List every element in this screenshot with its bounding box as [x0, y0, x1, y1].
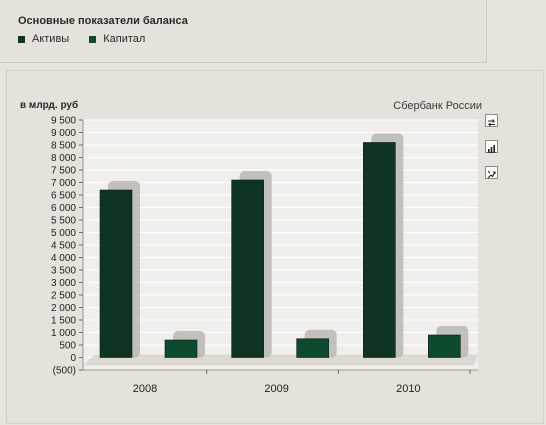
company-label: Сбербанк России	[393, 100, 482, 112]
legend: Активы Капитал	[18, 33, 165, 45]
legend-label-capital: Капитал	[103, 33, 146, 45]
legend-label-assets: Активы	[32, 33, 70, 45]
bar	[99, 189, 133, 358]
y-tick-label: 2 000	[51, 303, 76, 314]
y-tick-label: 0	[70, 353, 76, 364]
y-tick-label: 1 000	[51, 328, 76, 339]
x-tick-label: 2010	[396, 383, 420, 395]
fit-chart-button[interactable]	[485, 166, 498, 179]
y-tick-label: 3 000	[51, 278, 76, 289]
x-tick-label: 2008	[133, 383, 157, 395]
swap-icon	[487, 119, 496, 127]
legend-item-assets[interactable]: Активы	[18, 33, 69, 45]
y-tick-label: 6 500	[51, 191, 76, 202]
legend-item-capital[interactable]: Капитал	[89, 33, 145, 45]
swap-axes-button[interactable]	[485, 114, 498, 127]
y-tick-label: 8 500	[51, 141, 76, 152]
y-tick-label: 6 000	[51, 203, 76, 214]
y-tick-label: 7 500	[51, 166, 76, 177]
legend-swatch-capital	[89, 35, 97, 43]
bar	[231, 179, 264, 358]
y-tick-label: (500)	[53, 366, 76, 377]
y-tick-label: 8 000	[51, 153, 76, 164]
x-tick-label: 2009	[264, 383, 288, 395]
header-panel: Основные показатели баланса Активы Капит…	[0, 0, 487, 63]
y-tick-label: 4 000	[51, 253, 76, 264]
bar	[363, 142, 396, 358]
unit-label: в млрд. руб	[20, 100, 79, 111]
y-tick-label: 1 500	[51, 316, 76, 327]
bar	[164, 339, 198, 358]
plot-floor	[83, 354, 478, 366]
y-tick-label: 9 000	[51, 128, 76, 139]
legend-swatch-assets	[18, 35, 25, 43]
chart-type-button[interactable]	[485, 140, 498, 153]
y-tick-label: 500	[59, 341, 76, 352]
bar	[428, 334, 461, 358]
y-tick-label: 2 500	[51, 291, 76, 302]
panel-title: Основные показатели баланса	[18, 15, 188, 27]
y-tick-label: 4 500	[51, 241, 76, 252]
y-tick-label: 5 000	[51, 228, 76, 239]
y-tick-label: 5 500	[51, 216, 76, 227]
fit-icon	[487, 170, 496, 179]
bar	[296, 338, 329, 358]
y-tick-label: 7 000	[51, 178, 76, 189]
bar-chart-icon	[487, 145, 496, 153]
y-tick-label: 3 500	[51, 266, 76, 277]
y-tick-label: 9 500	[51, 116, 76, 127]
